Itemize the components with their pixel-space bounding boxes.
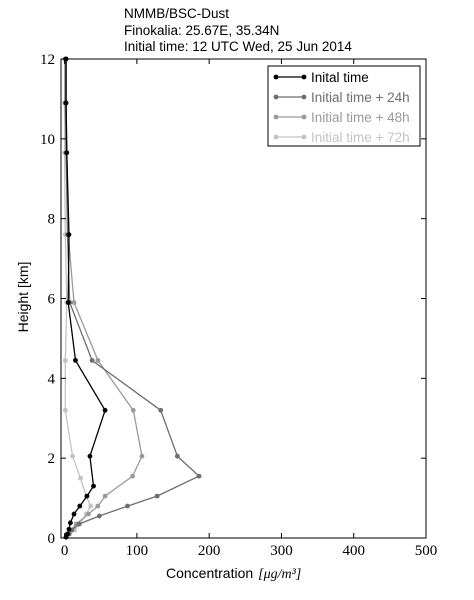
series-0-point [66,232,72,238]
x-tick-label: 100 [126,543,149,559]
series-1-line [64,59,201,538]
station-location: Finokalia: 25.67E, 35.34N [124,22,280,38]
series-3-point [78,475,83,481]
series-2-point [139,453,145,459]
legend-swatch-marker [301,94,307,100]
x-tick-label: 300 [270,543,293,559]
y-tick-label: 12 [40,52,55,68]
series-2-point [102,493,108,499]
y-axis-label: Height [km] [15,262,31,333]
x-axis-units: [μg/m³] [258,567,301,582]
y-tick-label: 6 [48,292,56,308]
legend-entry: Initial time + 72h [273,130,410,145]
series-1-point [96,513,102,519]
legend-label: Initial time + 72h [311,130,410,145]
series-3-line [63,59,92,538]
legend-box [267,65,421,147]
legend-swatch-marker [273,134,279,140]
chart-title-block: NMMB/BSC-Dust Finokalia: 25.67E, 35.34N … [124,6,352,56]
series-1-point [125,503,130,509]
series-0-point [67,520,73,526]
legend-swatch-marker [301,74,307,80]
legend-entry: Inital time [273,70,369,85]
series-1-point [196,473,202,479]
series-1-point [174,453,180,459]
series-3-point [62,407,68,413]
y-tick-label: 8 [48,212,56,228]
legend-label: Initial time + 48h [311,110,410,125]
legend-entry: Initial time + 48h [273,110,410,125]
series-0-point [73,357,78,363]
series-2-point [95,503,101,509]
series-0-line [65,59,106,538]
x-tick-label: 200 [198,543,221,559]
series-1-point [89,357,95,363]
series-0-point [102,407,108,413]
legend-swatch-marker [273,74,279,80]
y-tick-label: 0 [48,531,56,547]
series-2 [63,56,145,540]
x-tick-label: 0 [61,543,69,559]
series-2-point [71,300,77,305]
series-0 [63,56,108,540]
series-3-point [88,503,94,509]
series-2-point [130,407,136,413]
series-2-point [95,357,101,363]
y-tick-label: 2 [48,451,56,467]
series-3-point [62,357,68,363]
x-tick-label: 400 [342,543,365,559]
legend-swatch-marker [301,114,307,120]
initial-time: Initial time: 12 UTC Wed, 25 Jun 2014 [124,39,352,54]
series-1-point [158,407,164,413]
x-tick-label: 500 [415,543,438,559]
y-tick-label: 4 [48,371,56,387]
series-0-point [65,300,71,305]
series-1-point [154,493,160,499]
series-1 [62,56,202,540]
series-0-point [87,453,93,459]
series-0-point [64,150,70,156]
series-3-point [70,453,75,459]
series-1-point [76,521,82,527]
series-2-point [130,473,135,479]
x-axis-label: Concentration [μg/m³] [166,565,301,582]
series-0-point [66,526,72,532]
legend-label: Inital time [311,70,369,85]
y-tick-label: 10 [40,132,55,148]
legend-entry: Initial time + 24h [273,90,410,105]
legend-label: Initial time + 24h [311,90,410,105]
series-0-point [71,511,77,517]
series-2-point [86,511,91,517]
legend-swatch-marker [273,94,279,100]
series-2-line [65,59,143,538]
legend-swatch-marker [301,134,307,140]
series-0-point [84,493,90,499]
model-title: NMMB/BSC-Dust [124,6,230,21]
series-0-point [77,503,83,509]
legend-swatch-marker [273,114,279,120]
series-0-point [63,100,69,106]
series-0-point [65,531,70,537]
series-0-point [91,483,96,489]
